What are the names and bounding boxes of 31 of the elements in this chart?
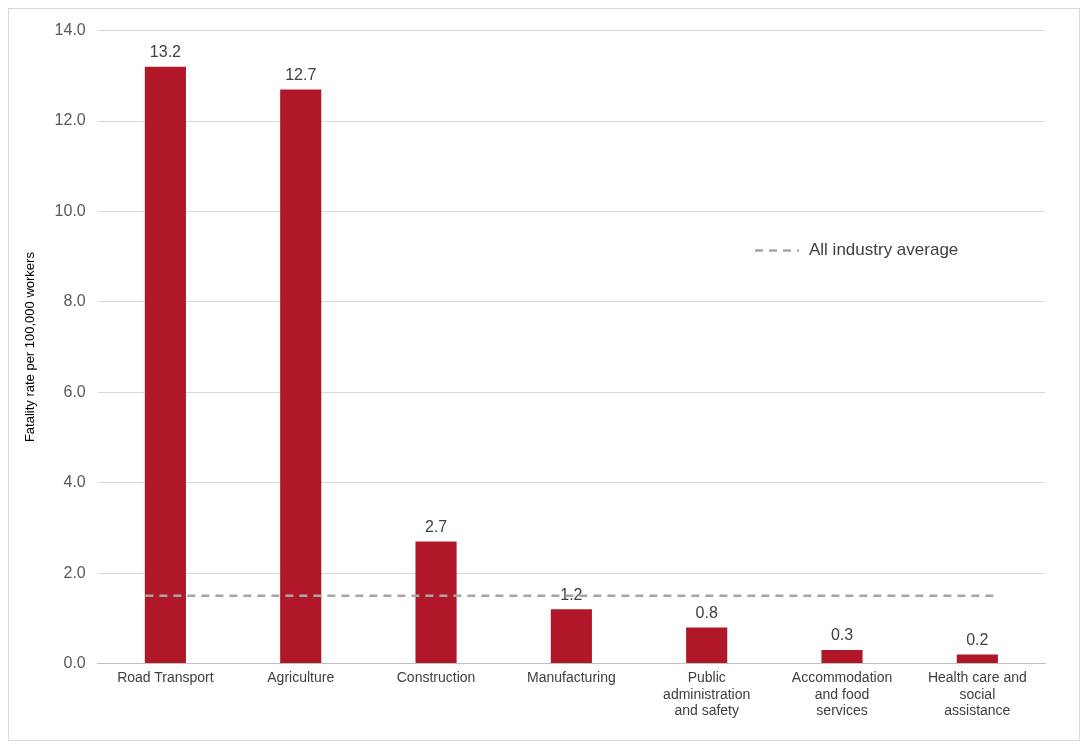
x-tick-label: Health care and social assistance <box>927 668 1027 719</box>
y-tick-label: 8.0 <box>63 292 86 310</box>
y-tick-label: 10.0 <box>54 201 86 219</box>
x-tick-label: Accommodation and food services <box>791 668 893 719</box>
x-tick-label: Agriculture <box>267 668 335 685</box>
data-label: 1.2 <box>560 585 583 603</box>
y-tick-label: 2.0 <box>63 563 86 581</box>
data-label: 0.2 <box>966 630 989 648</box>
y-axis-title: Fatality rate per 100,000 workers <box>22 251 38 443</box>
bar <box>280 89 322 664</box>
x-tick-label: Construction <box>396 668 476 685</box>
data-label: 12.7 <box>285 65 317 83</box>
legend-label: All industry average <box>809 240 959 260</box>
y-tick-label: 14.0 <box>54 21 86 39</box>
y-tick-label: 4.0 <box>63 473 86 491</box>
y-tick-label: 12.0 <box>54 111 86 129</box>
y-tick-label: 0.0 <box>63 654 86 672</box>
data-label: 0.8 <box>695 603 718 621</box>
bar <box>550 609 592 664</box>
y-tick-label: 6.0 <box>63 382 86 400</box>
x-tick-label: Road Transport <box>117 668 214 685</box>
bar <box>415 541 457 664</box>
bar <box>821 650 863 664</box>
bar <box>686 627 728 664</box>
bar <box>956 654 998 664</box>
data-label: 2.7 <box>424 517 448 535</box>
x-tick-label: Public administration and safety <box>663 668 751 719</box>
x-tick-label: Manufacturing <box>527 668 616 685</box>
data-label: 13.2 <box>149 43 182 61</box>
bar <box>144 66 186 664</box>
data-label: 0.3 <box>830 626 854 644</box>
